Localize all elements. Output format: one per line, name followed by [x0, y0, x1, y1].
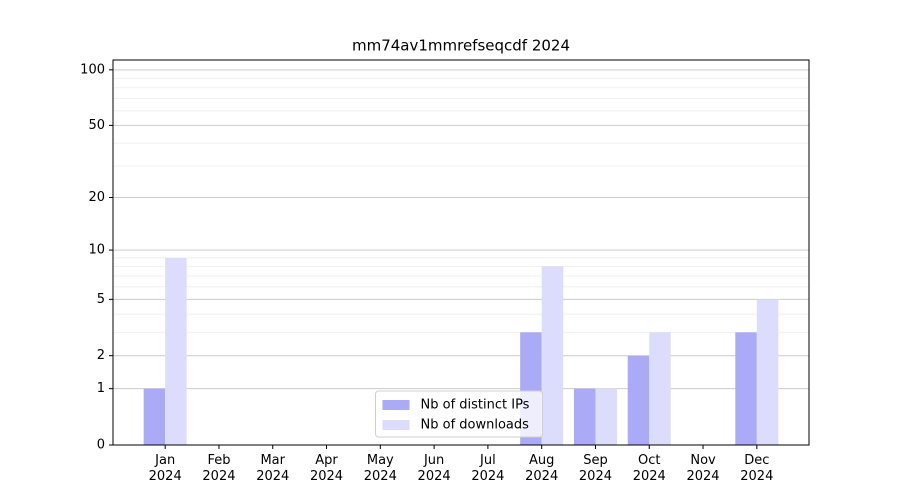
y-tick-label: 1 [97, 381, 105, 396]
y-tick-label: 100 [80, 62, 105, 77]
legend-label: Nb of downloads [421, 418, 530, 433]
bar [541, 266, 564, 445]
y-tick-label: 0 [97, 438, 105, 453]
bar [627, 355, 650, 445]
x-tick-label: Jul 2024 [471, 453, 505, 484]
x-tick-label: Jan 2024 [148, 453, 182, 484]
y-tick-label: 20 [88, 190, 105, 205]
x-tick-label: Oct 2024 [632, 453, 666, 484]
bar [756, 299, 779, 445]
y-tick-label: 50 [88, 118, 105, 133]
bar [573, 388, 596, 445]
bar [143, 388, 166, 445]
chart-title: mm74av1mmrefseqcdf 2024 [352, 37, 570, 55]
bar [165, 257, 187, 445]
x-tick-label: Feb 2024 [202, 453, 236, 484]
legend: Nb of distinct IPs Nb of downloads [375, 390, 543, 438]
bar [735, 332, 757, 445]
x-tick-label: Sep 2024 [578, 453, 612, 484]
x-tick-label: Jun 2024 [417, 453, 451, 484]
bar [649, 332, 671, 445]
legend-swatch [382, 420, 410, 430]
x-tick-label: Mar 2024 [256, 453, 290, 484]
plot-frame [112, 59, 810, 446]
y-tick-label: 5 [97, 292, 105, 307]
bar [595, 388, 617, 445]
x-tick-label: Nov 2024 [686, 453, 720, 484]
legend-swatch [382, 400, 410, 410]
y-tick-label: 10 [88, 243, 105, 258]
x-tick-label: May 2024 [363, 453, 397, 484]
x-tick-label: Apr 2024 [309, 453, 344, 484]
x-tick-label: Aug 2024 [525, 453, 559, 484]
x-tick-label: Dec 2024 [740, 453, 774, 484]
y-tick-label: 2 [97, 348, 105, 363]
legend-label: Nb of distinct IPs [421, 398, 530, 413]
legend-box [375, 390, 543, 438]
